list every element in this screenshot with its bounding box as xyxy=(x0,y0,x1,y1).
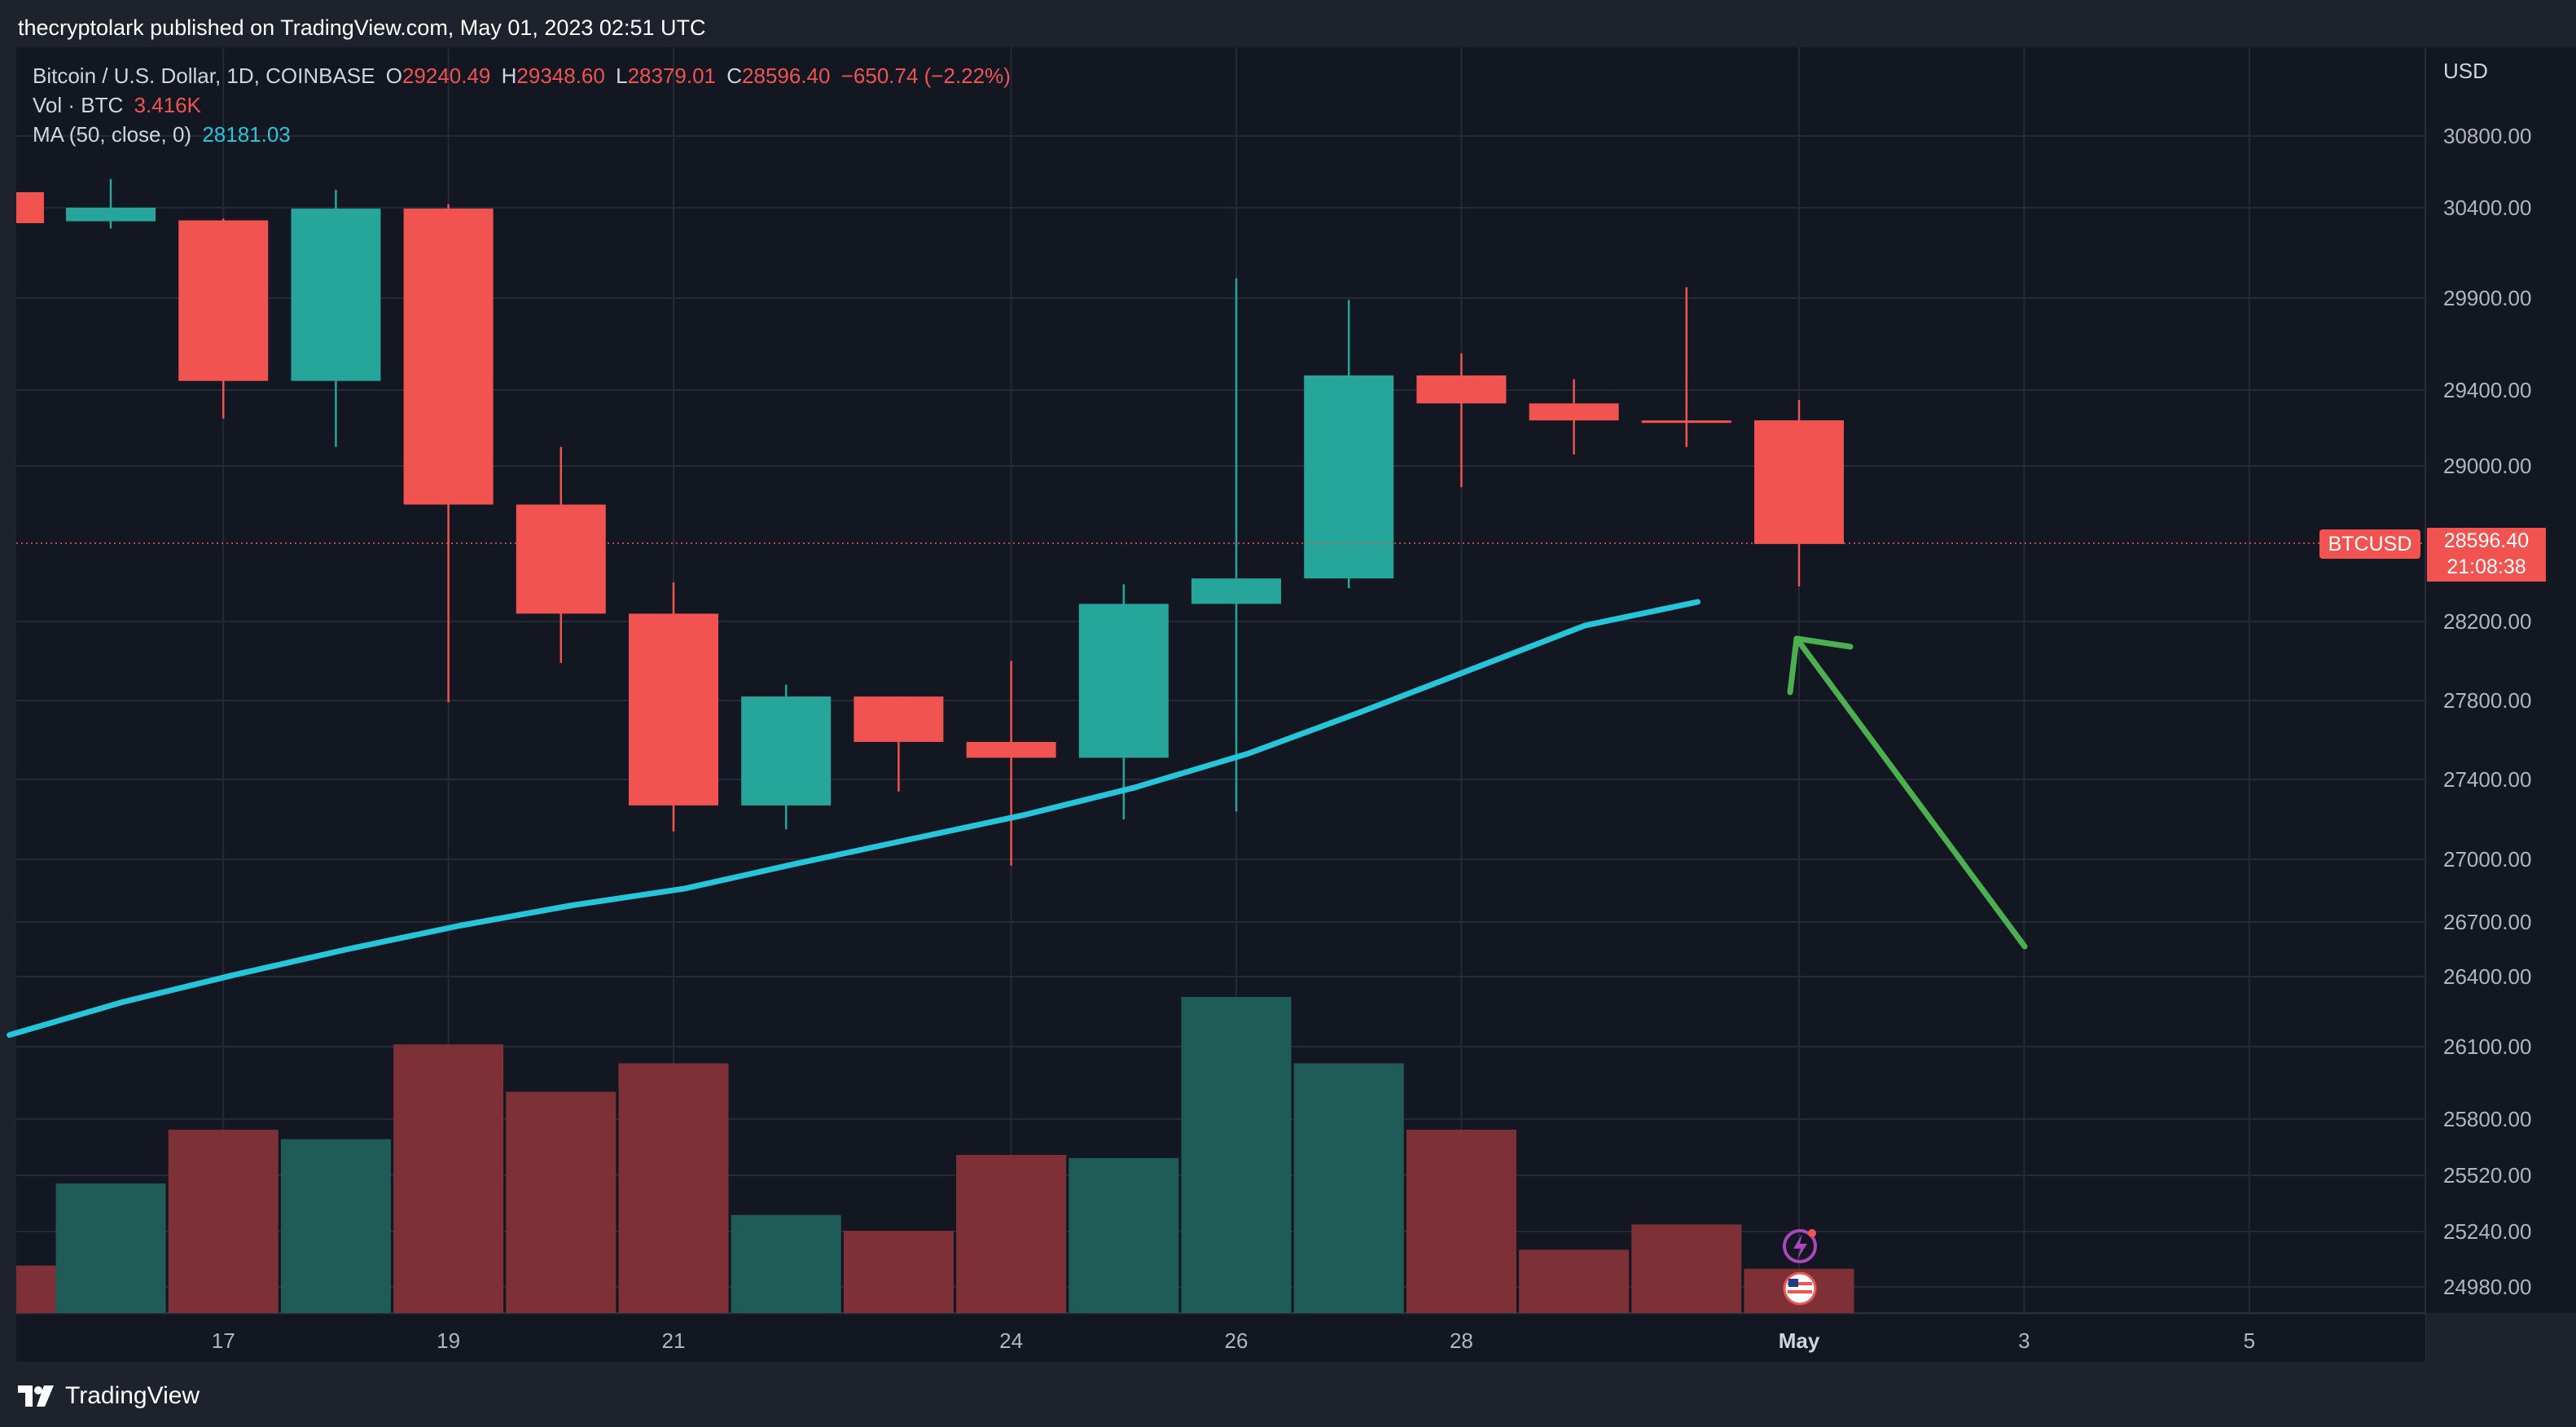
price-tick-label: 27800.00 xyxy=(2443,688,2531,713)
candle-body xyxy=(854,696,944,742)
volume-bar xyxy=(393,1044,504,1313)
symbol-tag: BTCUSD xyxy=(2319,529,2420,559)
price-tick-label: 25800.00 xyxy=(2443,1107,2531,1131)
candle-body xyxy=(16,192,44,223)
candle-body xyxy=(403,209,494,505)
ohlc-values: O29240.49 H29348.60 L28379.01 C28596.40 … xyxy=(385,64,1011,88)
footer-branding[interactable]: TradingView xyxy=(18,1380,200,1412)
volume-bar xyxy=(1519,1249,1630,1313)
candle-body xyxy=(741,696,832,806)
volume-bar xyxy=(1406,1129,1516,1313)
time-tick-label: 3 xyxy=(2018,1328,2030,1353)
price-tick-label: 26700.00 xyxy=(2443,910,2531,934)
volume-bar xyxy=(618,1063,729,1313)
candle-body xyxy=(291,209,381,381)
price-tick-label: 27400.00 xyxy=(2443,767,2531,792)
volume-value: 3.416K xyxy=(134,93,201,117)
volume-legend[interactable]: Vol · BTC 3.416K xyxy=(33,91,206,119)
symbol-legend[interactable]: Bitcoin / U.S. Dollar, 1D, COINBASE O292… xyxy=(33,62,1020,90)
candle-body xyxy=(966,741,1056,758)
candle-body xyxy=(1078,604,1169,758)
volume-bar xyxy=(1631,1224,1742,1313)
time-tick-label: 5 xyxy=(2244,1328,2255,1353)
candle-body xyxy=(1416,375,1507,404)
candle-body xyxy=(178,220,269,381)
price-tick-label: 29400.00 xyxy=(2443,378,2531,402)
price-tick-label: 29900.00 xyxy=(2443,286,2531,310)
candle-body xyxy=(1529,403,1619,421)
price-tick-label: 26100.00 xyxy=(2443,1034,2531,1059)
volume-bar xyxy=(843,1231,954,1313)
price-tick-label: 26400.00 xyxy=(2443,964,2531,989)
ma-value: 28181.03 xyxy=(202,122,291,147)
time-tick-label: 21 xyxy=(662,1328,686,1353)
volume-bars xyxy=(16,997,1854,1313)
volume-label: Vol · BTC xyxy=(33,93,124,117)
price-tick-label: 30800.00 xyxy=(2443,124,2531,148)
event-icons[interactable] xyxy=(1783,1229,1817,1306)
candle-body xyxy=(66,208,156,222)
bar-countdown: 21:08:38 xyxy=(2447,555,2526,578)
price-tick-label: 25240.00 xyxy=(2443,1219,2531,1244)
time-scale-bg xyxy=(16,1315,2425,1362)
tradingview-logo-icon xyxy=(18,1385,54,1407)
change-value: −650.74 (−2.22%) xyxy=(840,64,1011,88)
candlesticks xyxy=(16,178,1844,866)
candle-body xyxy=(1304,375,1394,579)
candle-body xyxy=(629,613,718,806)
price-axis-labels: 24980.00 25240.00 25520.00 25800.00 26100.00… xyxy=(2443,124,2531,1299)
candle-body xyxy=(516,504,606,614)
price-countdown-tag: 28596.40 21:08:38 xyxy=(2427,528,2546,582)
publisher-info: thecryptolark published on TradingView.c… xyxy=(18,15,706,40)
price-tick-label: 29000.00 xyxy=(2443,454,2531,478)
high-value: 29348.60 xyxy=(516,64,605,88)
candle-body xyxy=(1641,420,1731,424)
time-tick-label: 19 xyxy=(437,1328,460,1353)
ma-label: MA (50, close, 0) xyxy=(33,122,192,147)
lightning-event-icon xyxy=(1783,1229,1817,1263)
volume-bar xyxy=(168,1129,279,1313)
volume-bar xyxy=(280,1139,391,1313)
volume-bar xyxy=(1181,997,1292,1313)
volume-bar xyxy=(956,1155,1067,1313)
price-tick-label: 30400.00 xyxy=(2443,195,2531,220)
symbol-title: Bitcoin / U.S. Dollar, 1D, COINBASE xyxy=(33,64,375,88)
volume-bar xyxy=(1293,1063,1404,1313)
time-axis-labels: 17 19 21 24 26 28 May 3 5 xyxy=(212,1328,2255,1353)
brand-name: TradingView xyxy=(65,1382,200,1409)
candle-body xyxy=(1754,420,1844,544)
volume-bar xyxy=(506,1091,617,1313)
us-flag-event-icon xyxy=(1783,1271,1817,1306)
price-tick-label: 27000.00 xyxy=(2443,847,2531,872)
price-scale-bg xyxy=(2425,47,2576,1313)
price-tick-label: 28200.00 xyxy=(2443,609,2531,634)
low-value: 28379.01 xyxy=(627,64,717,88)
volume-bar xyxy=(55,1183,166,1313)
time-tick-label: May xyxy=(1779,1328,1820,1353)
price-tick-label: 24980.00 xyxy=(2443,1275,2531,1299)
ma-legend[interactable]: MA (50, close, 0) 28181.03 xyxy=(33,121,296,148)
price-tick-label: 25520.00 xyxy=(2443,1163,2531,1188)
close-value: 28596.40 xyxy=(742,64,831,88)
time-tick-label: 17 xyxy=(212,1328,235,1353)
open-value: 29240.49 xyxy=(402,64,491,88)
candle-body xyxy=(1191,578,1281,604)
currency-label[interactable]: USD xyxy=(2443,59,2488,83)
volume-bar xyxy=(1069,1157,1179,1313)
moving-average-line xyxy=(7,599,1701,1038)
volume-bar xyxy=(731,1214,841,1313)
annotation-arrow xyxy=(1787,635,2028,950)
time-tick-label: 24 xyxy=(999,1328,1023,1353)
time-tick-label: 26 xyxy=(1225,1328,1249,1353)
last-price: 28596.40 xyxy=(2443,529,2530,552)
time-tick-label: 28 xyxy=(1450,1328,1473,1353)
